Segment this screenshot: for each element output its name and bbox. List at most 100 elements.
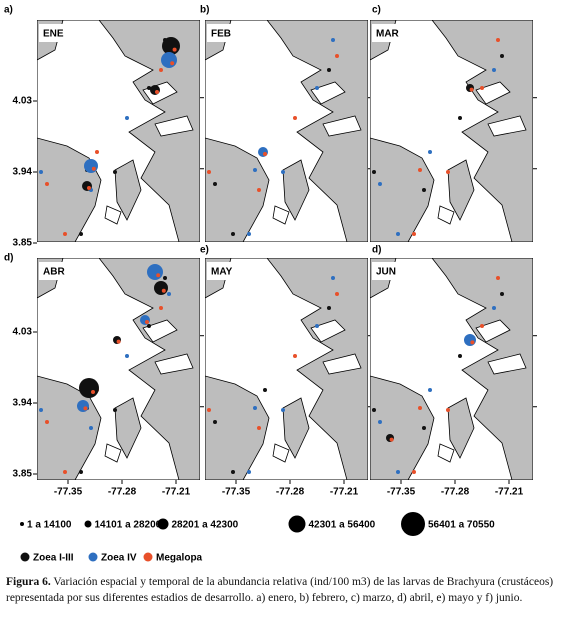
month-box bbox=[207, 24, 241, 42]
station bbox=[428, 150, 432, 154]
station bbox=[147, 86, 151, 90]
month-label: FEB bbox=[211, 29, 231, 40]
station bbox=[327, 306, 331, 310]
station bbox=[396, 470, 400, 474]
caption: Figura 6. Variación espacial y temporal … bbox=[6, 574, 572, 606]
lat-tick-label: 3.94 bbox=[13, 167, 33, 178]
station bbox=[372, 408, 376, 412]
station bbox=[45, 420, 49, 424]
size-legend-label: 28201 a 42300 bbox=[172, 520, 239, 531]
station bbox=[39, 170, 43, 174]
station bbox=[389, 437, 394, 442]
station bbox=[231, 232, 235, 236]
panel-letter: c) bbox=[372, 5, 381, 16]
station bbox=[63, 232, 67, 236]
station bbox=[79, 378, 99, 398]
panel-letter: d) bbox=[372, 245, 381, 256]
size-legend-label: 42301 a 56400 bbox=[309, 520, 376, 531]
station bbox=[418, 406, 422, 410]
lon-tick-label: -77.35 bbox=[387, 487, 416, 498]
station bbox=[155, 90, 159, 94]
month-label: ABR bbox=[43, 267, 65, 278]
station bbox=[113, 170, 117, 174]
station bbox=[207, 170, 211, 174]
station bbox=[446, 408, 450, 412]
station bbox=[281, 408, 285, 412]
station bbox=[247, 470, 251, 474]
month-label: ENE bbox=[43, 29, 64, 40]
station bbox=[125, 116, 129, 120]
station bbox=[428, 388, 432, 392]
station bbox=[159, 306, 163, 310]
size-legend-dot bbox=[84, 520, 92, 528]
station bbox=[480, 86, 484, 90]
station bbox=[378, 420, 382, 424]
station bbox=[213, 420, 217, 424]
station bbox=[161, 288, 166, 293]
lon-tick-label: -77.28 bbox=[441, 487, 470, 498]
station bbox=[446, 170, 450, 174]
station bbox=[156, 273, 161, 278]
station bbox=[170, 61, 175, 66]
station bbox=[422, 426, 426, 430]
station bbox=[147, 264, 163, 280]
map bbox=[205, 20, 368, 242]
station bbox=[480, 324, 484, 328]
station bbox=[378, 182, 382, 186]
stage-legend-dot bbox=[20, 552, 30, 562]
size-legend-dot bbox=[20, 522, 24, 526]
station bbox=[159, 68, 163, 72]
lat-tick-label: 4.03 bbox=[13, 96, 33, 107]
station bbox=[154, 281, 168, 295]
station bbox=[469, 87, 474, 92]
panel-letter: d) bbox=[4, 253, 13, 264]
station bbox=[125, 354, 129, 358]
station bbox=[458, 354, 462, 358]
station bbox=[63, 470, 67, 474]
station bbox=[161, 52, 177, 68]
month-box bbox=[39, 24, 73, 42]
stage-legend-label: Zoea I-III bbox=[33, 553, 74, 564]
size-legend-dot bbox=[288, 515, 306, 533]
station bbox=[113, 408, 117, 412]
station bbox=[335, 292, 339, 296]
month-box bbox=[207, 262, 241, 280]
map bbox=[205, 258, 368, 480]
station bbox=[496, 276, 500, 280]
station bbox=[82, 181, 92, 191]
station bbox=[281, 170, 285, 174]
map bbox=[370, 20, 533, 242]
station bbox=[412, 232, 416, 236]
lon-tick-label: -77.28 bbox=[276, 487, 305, 498]
station bbox=[500, 54, 504, 58]
lon-tick-label: -77.28 bbox=[108, 487, 137, 498]
size-legend-dot bbox=[157, 518, 169, 530]
station bbox=[45, 182, 49, 186]
station bbox=[77, 400, 89, 412]
stage-legend-dot bbox=[88, 552, 98, 562]
lon-tick-label: -77.21 bbox=[330, 487, 359, 498]
panel-letter: e) bbox=[200, 245, 209, 256]
station bbox=[372, 170, 376, 174]
station bbox=[315, 86, 319, 90]
station bbox=[83, 406, 88, 411]
station bbox=[257, 188, 261, 192]
station bbox=[79, 470, 83, 474]
station bbox=[293, 116, 297, 120]
lat-tick-label: 4.03 bbox=[13, 327, 33, 338]
station bbox=[500, 292, 504, 296]
station bbox=[293, 354, 297, 358]
size-legend-label: 14101 a 28200 bbox=[95, 520, 162, 531]
lat-tick-label: 3.94 bbox=[13, 398, 33, 409]
lon-tick-label: -77.35 bbox=[54, 487, 83, 498]
station bbox=[263, 152, 267, 156]
stage-legend-label: Zoea IV bbox=[101, 553, 137, 564]
station bbox=[253, 168, 257, 172]
station bbox=[79, 232, 83, 236]
station bbox=[492, 306, 496, 310]
map bbox=[37, 258, 200, 480]
station bbox=[95, 150, 99, 154]
station bbox=[207, 408, 211, 412]
lon-tick-label: -77.21 bbox=[162, 487, 191, 498]
